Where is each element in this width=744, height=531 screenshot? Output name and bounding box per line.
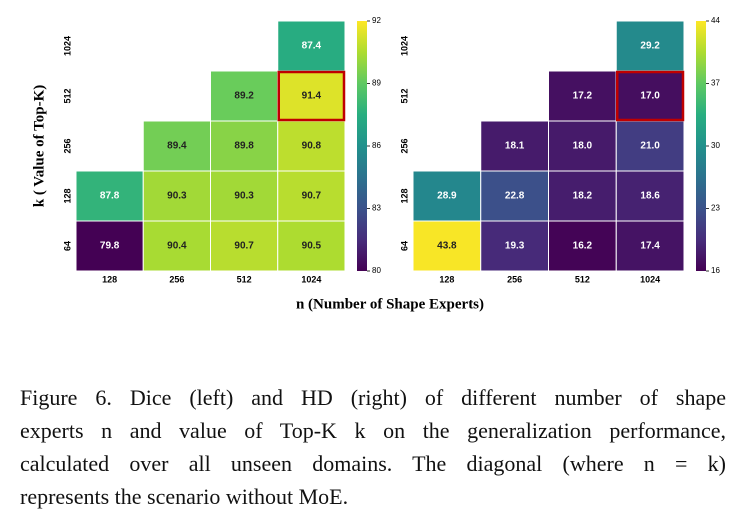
heatmap-cell	[615, 170, 685, 222]
y-tick-label: 1024	[399, 36, 409, 56]
cell-label: 89.2	[234, 91, 254, 102]
y-tick-label: 512	[62, 88, 72, 103]
cell-label: 18.2	[573, 191, 593, 202]
colorbar	[357, 21, 367, 271]
y-tick-label: 128	[62, 188, 72, 203]
colorbar-tick-label: 92	[372, 16, 381, 25]
cell-label: 17.4	[640, 241, 660, 252]
x-tick-label: 512	[237, 274, 252, 284]
heatmap-cell	[615, 120, 685, 172]
heatmap-cell	[480, 170, 549, 222]
y-axis-label: k ( Value of Top-K)	[31, 85, 47, 208]
y-tick-label: 512	[399, 88, 409, 103]
y-tick-label: 256	[62, 138, 72, 153]
cell-label: 89.4	[167, 141, 187, 152]
heatmap-cell	[142, 170, 211, 222]
figure: k ( Value of Top-K) n (Number of Shape E…	[31, 16, 720, 312]
heatmap-cell	[480, 120, 549, 172]
cell-label: 19.3	[505, 241, 525, 252]
cell-label: 18.1	[505, 141, 525, 152]
heatmap-cell	[75, 220, 144, 272]
colorbar-tick-label: 37	[711, 79, 720, 88]
cell-label: 21.0	[640, 141, 660, 152]
colorbar-tick-label: 86	[372, 141, 381, 150]
heatmap-cell	[412, 170, 482, 222]
heatmap-cell	[277, 170, 346, 222]
heatmap-cell	[277, 220, 346, 272]
heatmap-cell	[548, 170, 617, 222]
x-tick-label: 512	[575, 274, 590, 284]
cell-label: 87.4	[302, 41, 322, 52]
y-tick-label: 1024	[62, 36, 72, 56]
cell-label: 79.8	[100, 241, 120, 252]
cell-label: 87.8	[100, 191, 120, 202]
x-tick-label: 128	[439, 274, 454, 284]
cell-label: 90.4	[167, 241, 187, 252]
x-tick-label: 1024	[640, 274, 660, 284]
x-tick-label: 128	[102, 274, 117, 284]
cell-label: 22.8	[505, 191, 525, 202]
cell-label: 16.2	[573, 241, 593, 252]
cell-label: 18.6	[640, 191, 660, 202]
cell-label: 90.3	[234, 191, 254, 202]
colorbar-tick-label: 80	[372, 266, 381, 275]
colorbar-tick-label: 83	[372, 204, 381, 213]
caption-line: represents the scenario without MoE.	[20, 484, 349, 509]
x-tick-label: 256	[507, 274, 522, 284]
x-tick-label: 256	[169, 274, 184, 284]
caption: Figure 6. Dice (left) and HD (right) of …	[20, 381, 726, 513]
heatmap-cell	[480, 220, 549, 272]
heatmap-cell	[615, 220, 685, 272]
cell-label: 29.2	[640, 41, 660, 52]
heatmap-cell	[142, 220, 211, 272]
heatmap-cell	[210, 170, 279, 222]
highlight-box	[277, 70, 346, 122]
heatmap-cell	[142, 120, 211, 172]
heatmap-cell	[75, 170, 144, 222]
y-tick-label: 256	[399, 138, 409, 153]
cell-label: 90.7	[302, 191, 322, 202]
heatmap-cell	[615, 20, 685, 72]
colorbar-tick-label: 30	[711, 141, 720, 150]
cell-label: 90.8	[302, 141, 322, 152]
caption-line: calculated over all unseen domains. The …	[20, 451, 726, 476]
colorbar-tick-label: 16	[711, 266, 720, 275]
caption-line: Figure 6. Dice (left) and HD (right) of …	[20, 385, 726, 410]
cell-label: 90.3	[167, 191, 187, 202]
x-tick-label: 1024	[301, 274, 321, 284]
y-tick-label: 64	[399, 241, 409, 251]
cell-label: 90.7	[234, 241, 254, 252]
heatmap-cell	[277, 120, 346, 172]
cell-label: 17.2	[573, 91, 593, 102]
y-tick-label: 64	[62, 241, 72, 251]
heatmap-cell	[548, 220, 617, 272]
cell-label: 89.8	[234, 141, 254, 152]
cell-label: 18.0	[573, 141, 593, 152]
heatmap-cell	[548, 70, 617, 122]
colorbar-tick-label: 44	[711, 16, 720, 25]
cell-label: 90.5	[302, 241, 322, 252]
cell-label: 17.0	[640, 91, 660, 102]
heatmap-cell	[210, 70, 279, 122]
heatmap-cell	[210, 120, 279, 172]
colorbar	[696, 21, 706, 271]
caption-line: experts n and value of Top-K k on the ge…	[20, 418, 726, 443]
colorbar-tick-label: 89	[372, 79, 381, 88]
cell-label: 28.9	[437, 191, 457, 202]
x-axis-label: n (Number of Shape Experts)	[296, 296, 484, 312]
cell-label: 91.4	[302, 91, 322, 102]
heatmap-cell	[277, 20, 346, 72]
cell-label: 43.8	[437, 241, 457, 252]
highlight-box	[616, 70, 685, 122]
y-tick-label: 128	[399, 188, 409, 203]
colorbar-tick-label: 23	[711, 204, 720, 213]
heatmap-cell	[412, 220, 482, 272]
